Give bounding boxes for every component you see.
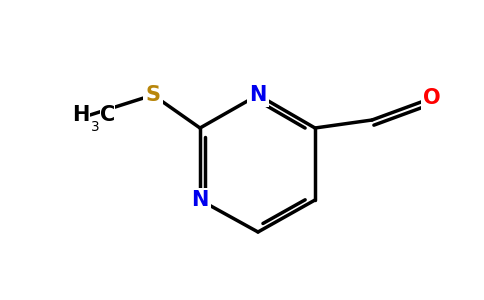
Text: C: C xyxy=(100,105,115,125)
Text: H: H xyxy=(73,105,90,125)
Text: N: N xyxy=(249,85,267,105)
Text: S: S xyxy=(146,85,161,105)
Text: O: O xyxy=(423,88,441,108)
Text: 3: 3 xyxy=(91,120,100,134)
Text: N: N xyxy=(191,190,209,210)
